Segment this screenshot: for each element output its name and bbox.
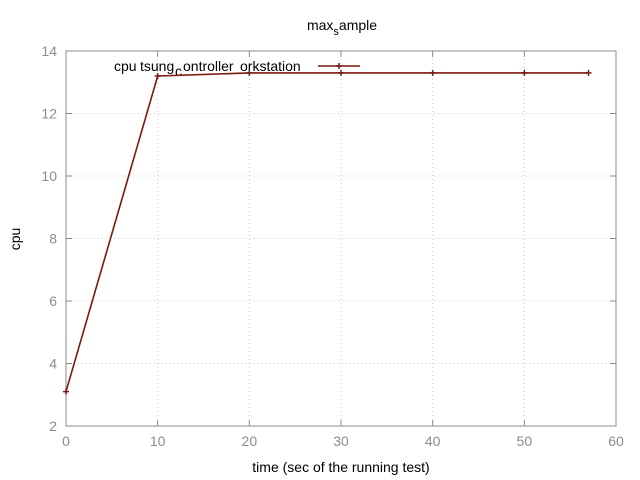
y-tick-label-3: 8 — [49, 231, 57, 247]
legend-marker — [336, 63, 342, 69]
x-tick-label-5: 50 — [517, 433, 533, 449]
chart-title-rest: ample — [339, 17, 377, 33]
series-line-0 — [65, 72, 589, 392]
axis-ticks: 0 10 20 30 40 50 60 2 4 6 8 10 12 14 — [41, 43, 624, 449]
legend: cpu tsung c ontroller orkstation — [114, 58, 360, 79]
legend-text-part-4: orkstation — [240, 58, 301, 74]
data-point-0-4 — [429, 69, 436, 76]
chart-title: maxsample — [307, 17, 377, 38]
y-tick-label-1: 4 — [49, 356, 57, 372]
y-tick-label-5: 12 — [41, 106, 57, 122]
legend-text-subscript: c — [175, 63, 182, 79]
x-tick-label-1: 10 — [150, 433, 166, 449]
data-point-0-3 — [338, 69, 344, 76]
legend-text-part-2: tsung — [140, 58, 174, 74]
legend-text-part-3: ontroller — [183, 58, 234, 74]
data-point-0-6 — [585, 69, 592, 76]
series-layer — [63, 69, 592, 395]
y-tick-label-2: 6 — [49, 293, 57, 309]
chart-title-main: max — [307, 17, 333, 33]
x-tick-label-0: 0 — [62, 433, 70, 449]
legend-marker-cross — [336, 63, 342, 69]
y-axis-label: cpu — [7, 228, 23, 251]
x-tick-label-6: 60 — [608, 433, 624, 449]
data-point-0-5 — [521, 69, 528, 76]
data-point-0-2 — [246, 69, 253, 76]
data-point-0-0 — [63, 388, 69, 395]
x-tick-label-2: 20 — [242, 433, 258, 449]
x-tick-label-4: 40 — [425, 433, 441, 449]
y-tick-label-0: 2 — [49, 418, 57, 434]
y-tick-label-4: 10 — [41, 168, 57, 184]
legend-text-part-1: cpu — [114, 58, 137, 74]
x-axis-label: time (sec of the running test) — [252, 459, 429, 475]
y-tick-label-6: 14 — [41, 43, 57, 59]
grid — [66, 51, 616, 426]
chart-title-subscript: s — [333, 26, 339, 38]
x-tick-label-3: 30 — [333, 433, 349, 449]
data-point-0-1 — [154, 73, 161, 79]
